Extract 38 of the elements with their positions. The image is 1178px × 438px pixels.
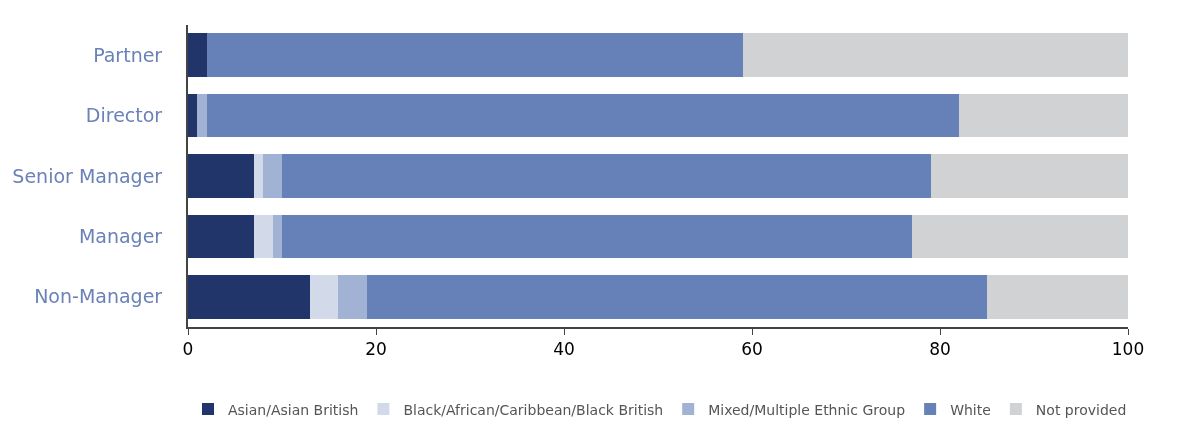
bar: [253, 154, 264, 198]
x-tick-label: 40: [553, 339, 575, 360]
bar: [338, 275, 367, 319]
legend-label: Asian/Asian British: [228, 401, 359, 418]
legend-label: White: [950, 401, 991, 418]
bar: [188, 33, 207, 77]
bar: [742, 33, 1128, 77]
bar: [188, 275, 311, 319]
bar: [188, 93, 198, 138]
bar: [272, 214, 282, 259]
x-tick-label: 80: [929, 339, 951, 360]
bar: [206, 93, 959, 138]
bar: [282, 214, 912, 259]
bar: [263, 154, 282, 198]
y-tick-label: Manager: [78, 225, 163, 248]
bar: [958, 93, 1128, 138]
y-tick-label: Director: [85, 104, 163, 127]
y-tick-label: Partner: [93, 43, 163, 66]
x-tick-label: 0: [182, 339, 194, 360]
bar: [930, 154, 1128, 198]
bar: [987, 275, 1128, 319]
bar: [282, 154, 931, 198]
x-tick-label: 60: [741, 339, 763, 360]
bar: [366, 275, 987, 319]
bar: [310, 275, 339, 319]
y-tick-label: Senior Manager: [12, 164, 163, 187]
bar: [197, 93, 207, 138]
bar: [188, 154, 254, 198]
bar: [253, 214, 273, 259]
legend-label: Not provided: [1035, 401, 1127, 418]
x-tick-label: 20: [365, 339, 387, 360]
x-tick-label: 100: [1111, 339, 1145, 360]
y-tick-label: Non-Manager: [34, 285, 163, 308]
legend-label: Mixed/Multiple Ethnic Group: [708, 401, 906, 418]
legend-label: Black/African/Caribbean/Black British: [403, 401, 664, 418]
bar: [206, 33, 743, 77]
bar: [911, 214, 1128, 259]
bar: [188, 214, 254, 259]
